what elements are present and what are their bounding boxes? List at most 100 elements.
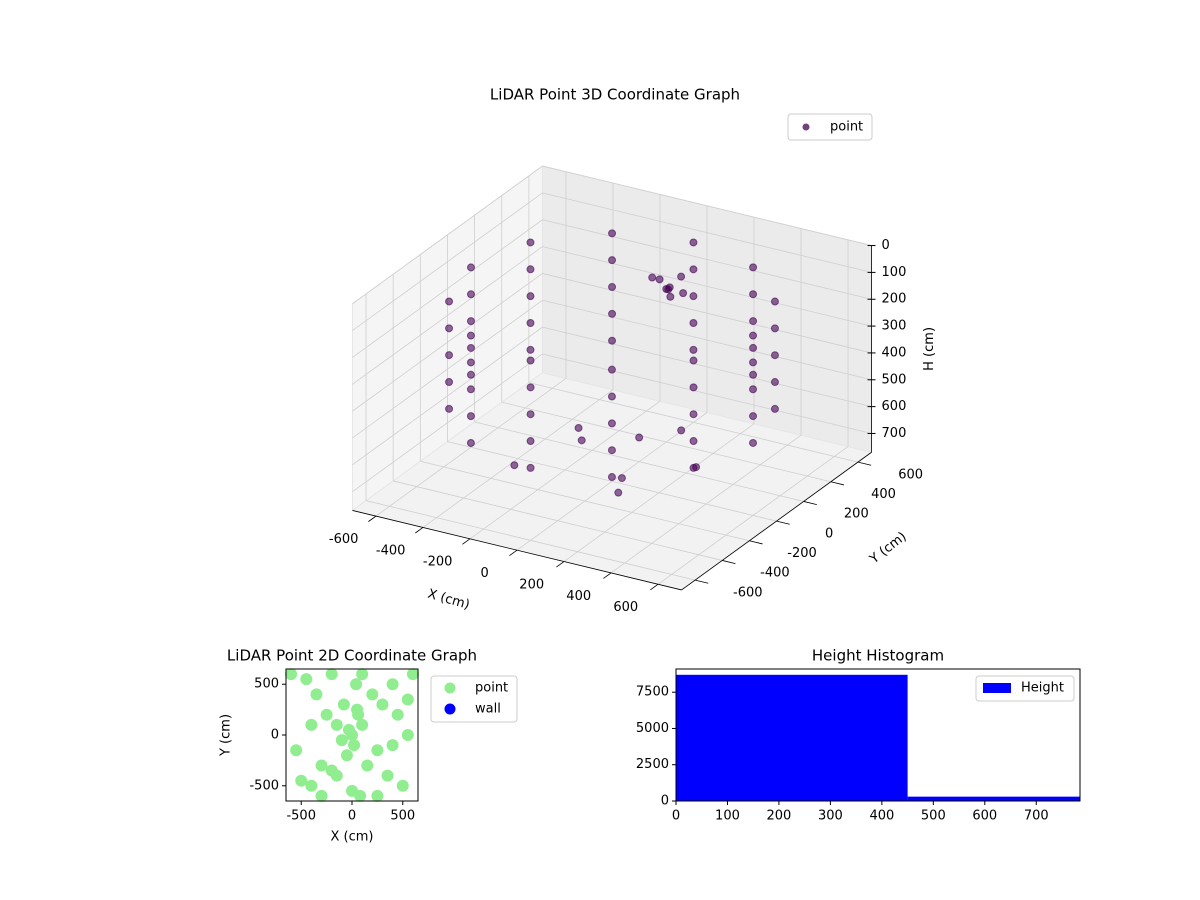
point bbox=[689, 319, 698, 328]
legend-box bbox=[787, 113, 873, 141]
point bbox=[749, 385, 758, 394]
y-axis-label: Y (cm) bbox=[219, 714, 234, 757]
point bbox=[689, 265, 698, 274]
x-axis-label: X (cm) bbox=[331, 830, 374, 845]
bar bbox=[676, 674, 908, 801]
x-tick-label: 300 bbox=[818, 809, 843, 824]
point bbox=[348, 739, 361, 752]
x-tick-label: -400 bbox=[376, 543, 406, 558]
x-tick-label: 500 bbox=[921, 809, 946, 824]
legend-marker bbox=[983, 683, 1011, 693]
grid-line bbox=[352, 192, 543, 331]
point bbox=[305, 779, 318, 792]
tick-mark bbox=[695, 579, 709, 584]
point bbox=[510, 461, 519, 470]
point bbox=[689, 383, 698, 392]
point bbox=[445, 378, 454, 387]
z-tick-label: 100 bbox=[882, 265, 907, 280]
point bbox=[330, 718, 343, 731]
y-tick-label: 0 bbox=[825, 526, 833, 541]
point bbox=[285, 668, 298, 681]
axes-frame bbox=[675, 668, 1081, 802]
point bbox=[320, 708, 333, 721]
legend-label: wall bbox=[475, 702, 501, 717]
x-tick-label: 0 bbox=[672, 809, 680, 824]
x-tick-label: -500 bbox=[286, 809, 316, 824]
tick-mark bbox=[830, 481, 845, 486]
x-tick-label: 600 bbox=[613, 600, 638, 615]
point bbox=[526, 410, 535, 419]
x-tick-label: -200 bbox=[423, 555, 453, 570]
point bbox=[770, 378, 779, 387]
tick-mark bbox=[722, 560, 736, 565]
point bbox=[366, 688, 379, 701]
point bbox=[749, 438, 758, 447]
point bbox=[337, 698, 350, 711]
point bbox=[614, 488, 623, 497]
point bbox=[770, 351, 779, 360]
point bbox=[401, 729, 414, 741]
tick-mark bbox=[556, 561, 565, 568]
legend-marker bbox=[444, 703, 456, 715]
legend-marker bbox=[444, 682, 456, 694]
point bbox=[376, 698, 389, 711]
point bbox=[386, 678, 399, 691]
point bbox=[445, 324, 454, 333]
point bbox=[466, 317, 475, 326]
tick-mark bbox=[462, 538, 471, 545]
point bbox=[689, 437, 698, 446]
y-tick-label: -400 bbox=[760, 566, 790, 581]
point bbox=[608, 309, 617, 318]
point bbox=[300, 673, 313, 686]
point bbox=[607, 365, 616, 374]
point bbox=[607, 446, 616, 455]
grid-line bbox=[474, 421, 804, 502]
point bbox=[749, 343, 758, 352]
point bbox=[679, 289, 688, 298]
legend-marker bbox=[802, 123, 810, 131]
point bbox=[526, 463, 535, 472]
y-axis-label: Y (cm) bbox=[866, 529, 909, 567]
point bbox=[574, 423, 583, 432]
point bbox=[577, 436, 586, 445]
point bbox=[689, 345, 698, 354]
point bbox=[361, 759, 374, 772]
z-axis-label: H (cm) bbox=[922, 327, 937, 371]
point bbox=[749, 331, 758, 340]
y-tick-label: 500 bbox=[254, 677, 279, 692]
point bbox=[346, 729, 358, 741]
x-tick-label: 0 bbox=[481, 566, 489, 581]
point bbox=[396, 779, 409, 792]
point bbox=[770, 297, 779, 306]
grid-line bbox=[393, 480, 723, 561]
point bbox=[608, 283, 617, 292]
grid-line bbox=[542, 165, 872, 246]
tick-mark bbox=[650, 583, 659, 591]
y-tick-label: 0 bbox=[271, 728, 279, 743]
point bbox=[401, 693, 414, 706]
point bbox=[664, 285, 673, 294]
y-tick-label: -500 bbox=[249, 778, 279, 793]
point bbox=[466, 370, 475, 379]
grid-line bbox=[447, 441, 777, 522]
grid-line bbox=[542, 219, 872, 300]
x-tick-label: 200 bbox=[519, 577, 544, 592]
tick-mark bbox=[803, 501, 817, 505]
point bbox=[526, 437, 535, 446]
point bbox=[749, 358, 758, 367]
point bbox=[466, 331, 475, 340]
z-tick-label: 700 bbox=[882, 426, 907, 441]
point bbox=[466, 358, 475, 367]
point bbox=[466, 290, 475, 299]
z-tick-label: 400 bbox=[882, 345, 907, 360]
tick-mark bbox=[857, 461, 872, 466]
point bbox=[290, 744, 303, 757]
grid-line bbox=[542, 273, 872, 354]
point bbox=[749, 370, 758, 379]
y-tick-label: 2500 bbox=[636, 757, 669, 772]
legend-box bbox=[975, 675, 1075, 702]
point bbox=[689, 238, 698, 247]
grid-line bbox=[352, 219, 543, 358]
grid-line bbox=[542, 326, 872, 408]
